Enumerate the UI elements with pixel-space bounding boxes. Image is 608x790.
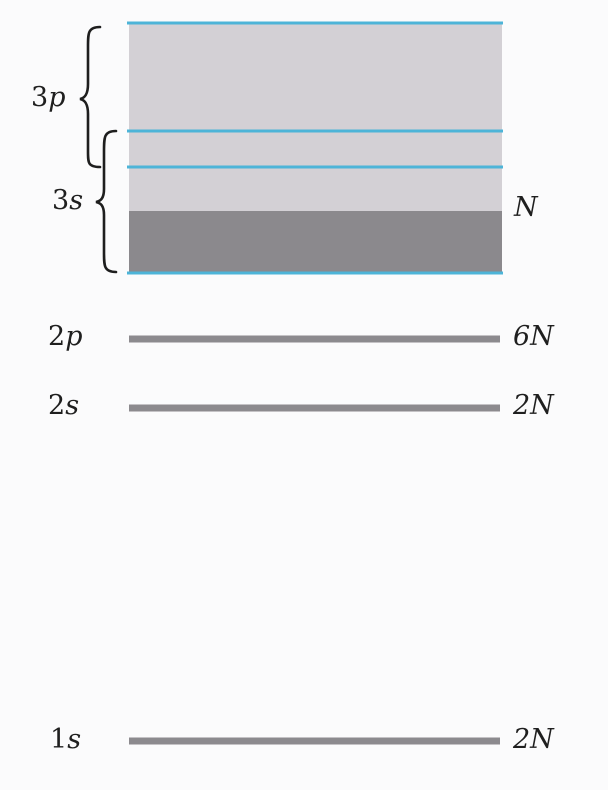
label-2s: 2s [48,390,80,421]
brace-3p [79,25,102,169]
capacity-2s: 2N [513,390,554,421]
brace-3s [95,129,118,274]
capacity-2p: 6N [513,321,554,352]
band-3p-region [129,23,502,131]
label-3p: 3p [31,82,66,113]
band-3s-filled-region [129,211,502,273]
capacity-3s: N [514,192,538,223]
label-1s: 1s [50,724,82,755]
label-3s: 3s [52,185,84,216]
capacity-1s: 2N [513,724,554,755]
label-2p: 2p [48,321,83,352]
band-3s-empty-region [129,131,502,211]
